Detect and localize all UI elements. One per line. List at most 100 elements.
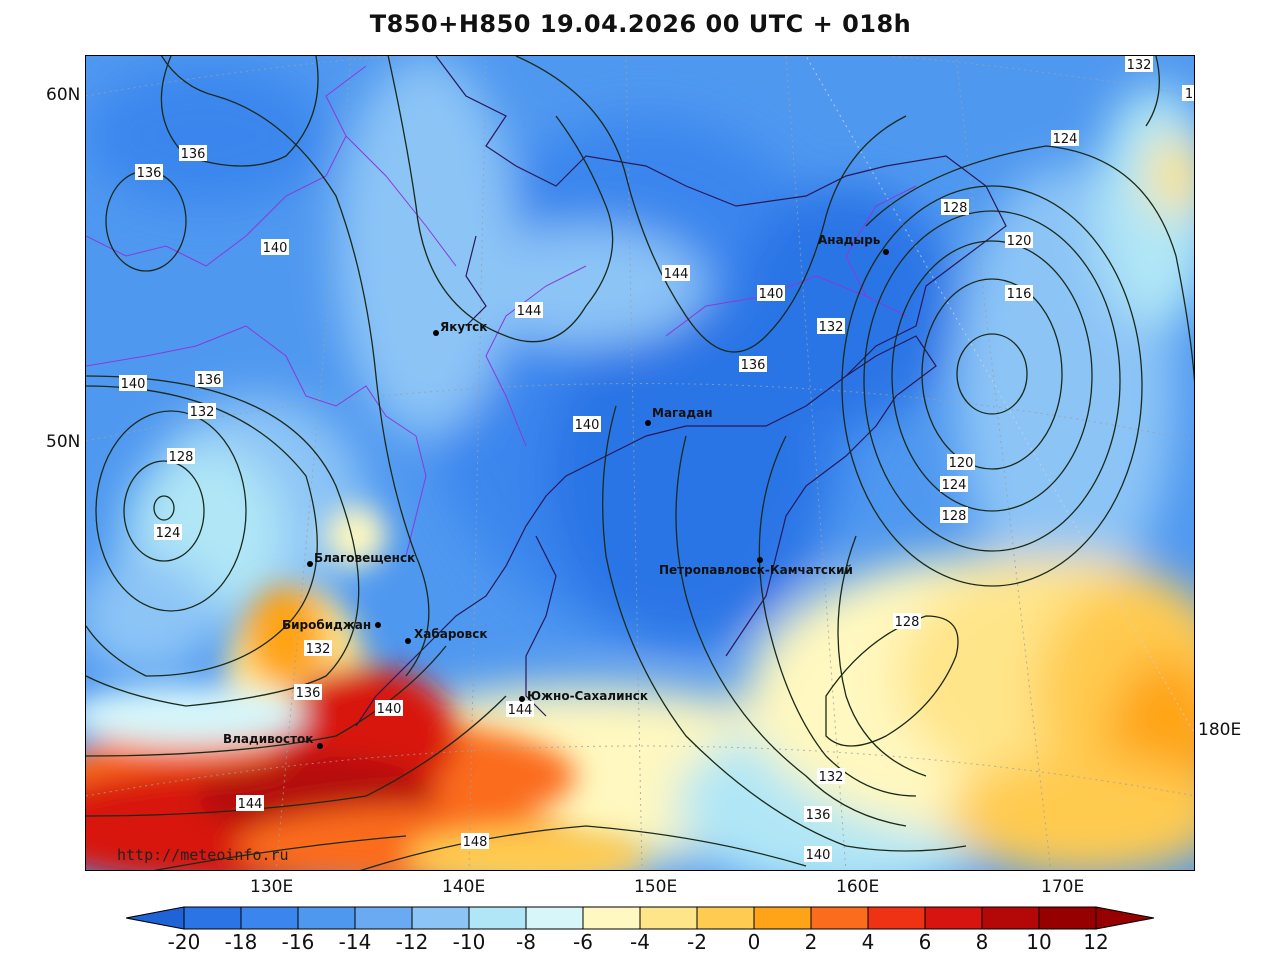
- colorbar-swatch: [696, 906, 755, 930]
- svg-text:124: 124: [1053, 132, 1078, 147]
- map-panel: 132 1 124 128 120 116 120 124 128 128 13…: [85, 55, 1195, 871]
- contour-label: 120: [1005, 232, 1033, 249]
- svg-text:Благовещенск: Благовещенск: [314, 551, 415, 565]
- height-contours: [86, 56, 1194, 870]
- svg-text:144: 144: [508, 703, 533, 718]
- colorbar-swatch: [525, 906, 584, 930]
- colorbar-tick-label: 10: [1026, 930, 1051, 954]
- colorbar-tick-label: 12: [1083, 930, 1108, 954]
- colorbar-swatch: [297, 906, 356, 930]
- svg-text:124: 124: [156, 526, 181, 541]
- svg-text:Владивосток: Владивосток: [223, 732, 313, 746]
- city-markers: Анадырь Якутск Магадан Благовещенск Петр…: [223, 233, 889, 749]
- svg-text:128: 128: [895, 615, 920, 630]
- contour-label: 136: [135, 164, 163, 181]
- svg-text:128: 128: [943, 201, 968, 216]
- city-yakutsk: Якутск: [433, 320, 487, 336]
- svg-text:136: 136: [137, 166, 162, 181]
- contour-label: 136: [804, 806, 832, 823]
- svg-text:144: 144: [517, 304, 542, 319]
- contour-label: 140: [261, 239, 289, 256]
- city-khabarovsk: Хабаровск: [405, 627, 488, 644]
- contour-label: 144: [236, 795, 264, 812]
- lon-label-160e: 160E: [836, 877, 880, 897]
- svg-text:132: 132: [819, 770, 844, 785]
- colorbar-tick-label: 8: [976, 930, 989, 954]
- contour-label: 116: [1005, 285, 1033, 302]
- svg-text:136: 136: [741, 358, 766, 373]
- map-canvas: 132 1 124 128 120 116 120 124 128 128 13…: [86, 56, 1194, 870]
- svg-text:140: 140: [575, 418, 600, 433]
- colorbar-swatch: [240, 906, 299, 930]
- colorbar-swatch: [411, 906, 470, 930]
- lat-label-60n: 60N: [46, 85, 81, 105]
- contour-label: 140: [804, 846, 832, 863]
- colorbar-tick-label: -18: [225, 930, 258, 954]
- contour-label: 136: [739, 356, 767, 373]
- contour-label: 136: [195, 371, 223, 388]
- colorbar-swatch: [183, 906, 242, 930]
- city-blagoveshchensk: Благовещенск: [307, 551, 415, 567]
- svg-text:132: 132: [306, 642, 331, 657]
- colorbar-tick-label: 6: [919, 930, 932, 954]
- svg-text:124: 124: [942, 478, 967, 493]
- colorbar-labels: -20 -18 -16 -14 -12 -10 -8 -6 -4 -2 0 2 4 6 8 10 12: [168, 930, 1109, 954]
- svg-text:Анадырь: Анадырь: [818, 233, 881, 247]
- colorbar-tick-label: -14: [339, 930, 372, 954]
- lon-label-180e: 180E: [1198, 720, 1242, 740]
- colorbar-swatch: [981, 906, 1040, 930]
- svg-text:Магадан: Магадан: [652, 406, 713, 420]
- city-petropavlovsk: Петропавловск-Камчатский: [659, 557, 853, 577]
- contour-label: 124: [940, 476, 968, 493]
- colorbar-swatch: [639, 906, 698, 930]
- colorbar-lower-extend: [126, 906, 185, 930]
- svg-text:140: 140: [121, 377, 146, 392]
- contour-label: 144: [506, 701, 534, 718]
- contour-label: 132: [188, 403, 216, 420]
- contour-label: 124: [154, 524, 182, 541]
- svg-text:132: 132: [819, 320, 844, 335]
- colorbar-tick-label: -6: [573, 930, 593, 954]
- temperature-colorbar: -20 -18 -16 -14 -12 -10 -8 -6 -4 -2 0 2 4 6 8 10 12: [126, 906, 1155, 954]
- svg-text:136: 136: [181, 147, 206, 162]
- svg-text:128: 128: [169, 450, 194, 465]
- svg-text:Якутск: Якутск: [440, 320, 487, 334]
- contour-label: 140: [375, 700, 403, 717]
- source-url: http://meteoinfo.ru: [117, 846, 289, 864]
- svg-text:128: 128: [942, 509, 967, 524]
- city-anadyr: Анадырь: [818, 233, 889, 255]
- svg-text:140: 140: [377, 702, 402, 717]
- colorbar-swatch: [924, 906, 983, 930]
- city-yuzhno-sakhalinsk: Южно-Сахалинск: [519, 689, 648, 703]
- map-title: T850+H850 19.04.2026 00 UTC + 018h: [369, 10, 912, 38]
- contour-label: 128: [167, 448, 195, 465]
- borders: [86, 65, 917, 557]
- lon-label-140e: 140E: [442, 877, 486, 897]
- colorbar-swatch: [810, 906, 869, 930]
- contour-label: 140: [573, 416, 601, 433]
- svg-text:1: 1: [1185, 87, 1193, 102]
- svg-text:136: 136: [296, 686, 321, 701]
- contour-label: 148: [461, 833, 489, 850]
- lon-label-150e: 150E: [634, 877, 678, 897]
- colorbar-tick-label: -12: [396, 930, 429, 954]
- colorbar-upper-extend: [1095, 906, 1155, 930]
- contour-label: 1: [1182, 85, 1194, 102]
- svg-text:140: 140: [806, 848, 831, 863]
- colorbar-tick-label: 2: [805, 930, 818, 954]
- contour-label: 128: [940, 507, 968, 524]
- contour-label: 136: [179, 145, 207, 162]
- svg-text:120: 120: [1007, 234, 1032, 249]
- contour-label: 140: [757, 285, 785, 302]
- colorbar-tick-label: -2: [687, 930, 707, 954]
- svg-text:148: 148: [463, 835, 488, 850]
- svg-text:144: 144: [664, 267, 689, 282]
- colorbar-swatch: [354, 906, 413, 930]
- contour-label: 144: [515, 302, 543, 319]
- graticule: [86, 56, 1194, 870]
- svg-text:140: 140: [759, 287, 784, 302]
- svg-text:144: 144: [238, 797, 263, 812]
- contour-label: 132: [304, 640, 332, 657]
- city-magadan: Магадан: [645, 406, 713, 426]
